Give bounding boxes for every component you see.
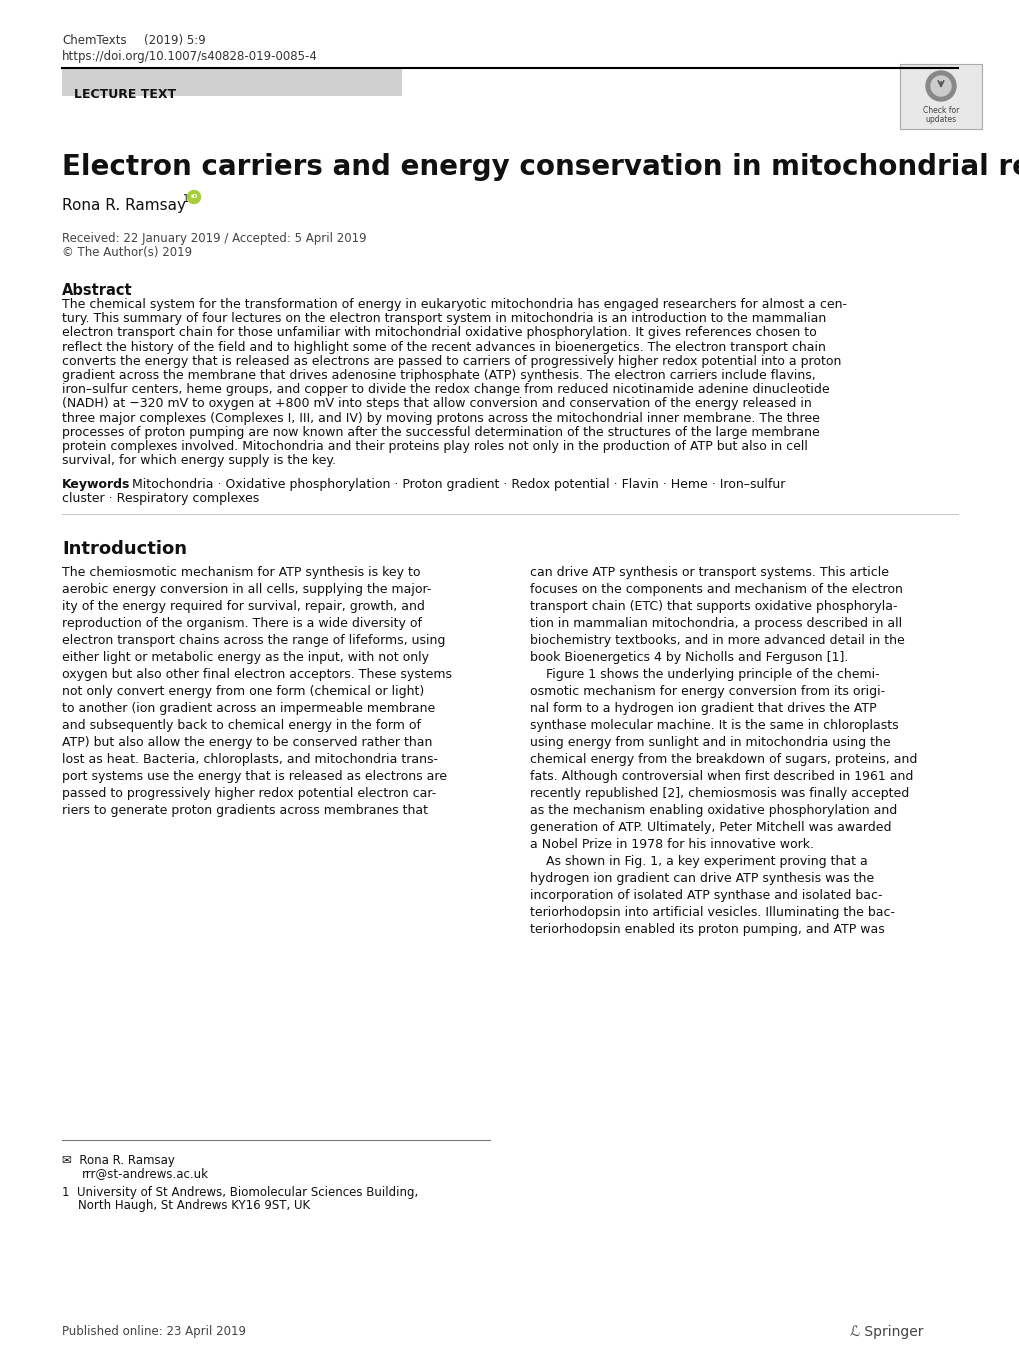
FancyBboxPatch shape: [62, 68, 401, 96]
Text: Published online: 23 April 2019: Published online: 23 April 2019: [62, 1325, 246, 1337]
Text: reflect the history of the field and to highlight some of the recent advances in: reflect the history of the field and to …: [62, 340, 825, 354]
Text: North Haugh, St Andrews KY16 9ST, UK: North Haugh, St Andrews KY16 9ST, UK: [77, 1199, 310, 1211]
Text: teriorhodopsin enabled its proton pumping, and ATP was: teriorhodopsin enabled its proton pumpin…: [530, 923, 883, 936]
Text: focuses on the components and mechanism of the electron: focuses on the components and mechanism …: [530, 584, 902, 596]
Text: using energy from sunlight and in mitochondria using the: using energy from sunlight and in mitoch…: [530, 736, 890, 749]
Text: teriorhodopsin into artificial vesicles. Illuminating the bac-: teriorhodopsin into artificial vesicles.…: [530, 906, 894, 920]
Text: https://doi.org/10.1007/s40828-019-0085-4: https://doi.org/10.1007/s40828-019-0085-…: [62, 50, 318, 62]
Text: electron transport chains across the range of lifeforms, using: electron transport chains across the ran…: [62, 634, 445, 648]
Text: oxygen but also other final electron acceptors. These systems: oxygen but also other final electron acc…: [62, 668, 451, 682]
Text: synthase molecular machine. It is the same in chloroplasts: synthase molecular machine. It is the sa…: [530, 720, 898, 733]
Text: protein complexes involved. Mitochondria and their proteins play roles not only : protein complexes involved. Mitochondria…: [62, 440, 807, 453]
Circle shape: [930, 76, 950, 96]
FancyBboxPatch shape: [899, 64, 981, 129]
Text: cluster · Respiratory complexes: cluster · Respiratory complexes: [62, 492, 259, 505]
Text: LECTURE TEXT: LECTURE TEXT: [74, 88, 176, 102]
Text: generation of ATP. Ultimately, Peter Mitchell was awarded: generation of ATP. Ultimately, Peter Mit…: [530, 821, 891, 835]
Text: ATP) but also allow the energy to be conserved rather than: ATP) but also allow the energy to be con…: [62, 736, 432, 749]
Text: © The Author(s) 2019: © The Author(s) 2019: [62, 247, 192, 259]
Text: tury. This summary of four lectures on the electron transport system in mitochon: tury. This summary of four lectures on t…: [62, 312, 825, 325]
Text: hydrogen ion gradient can drive ATP synthesis was the: hydrogen ion gradient can drive ATP synt…: [530, 873, 873, 885]
Text: as the mechanism enabling oxidative phosphorylation and: as the mechanism enabling oxidative phos…: [530, 805, 897, 817]
Text: and subsequently back to chemical energy in the form of: and subsequently back to chemical energy…: [62, 720, 421, 733]
Text: Abstract: Abstract: [62, 283, 132, 298]
Text: Keywords: Keywords: [62, 478, 130, 492]
Text: iron–sulfur centers, heme groups, and copper to divide the redox change from red: iron–sulfur centers, heme groups, and co…: [62, 383, 828, 396]
Text: Figure 1 shows the underlying principle of the chemi-: Figure 1 shows the underlying principle …: [530, 668, 878, 682]
Text: chemical energy from the breakdown of sugars, proteins, and: chemical energy from the breakdown of su…: [530, 753, 916, 767]
Text: reproduction of the organism. There is a wide diversity of: reproduction of the organism. There is a…: [62, 618, 422, 630]
Text: electron transport chain for those unfamiliar with mitochondrial oxidative phosp: electron transport chain for those unfam…: [62, 327, 816, 339]
Text: three major complexes (Complexes I, III, and IV) by moving protons across the mi: three major complexes (Complexes I, III,…: [62, 412, 819, 424]
Text: lost as heat. Bacteria, chloroplasts, and mitochondria trans-: lost as heat. Bacteria, chloroplasts, an…: [62, 753, 437, 767]
Text: rrr@st-andrews.ac.uk: rrr@st-andrews.ac.uk: [82, 1167, 209, 1180]
Text: recently republished [2], chemiosmosis was finally accepted: recently republished [2], chemiosmosis w…: [530, 787, 908, 801]
Text: Mitochondria · Oxidative phosphorylation · Proton gradient · Redox potential · F: Mitochondria · Oxidative phosphorylation…: [124, 478, 785, 492]
Text: a Nobel Prize in 1978 for his innovative work.: a Nobel Prize in 1978 for his innovative…: [530, 839, 813, 851]
Text: aerobic energy conversion in all cells, supplying the major-: aerobic energy conversion in all cells, …: [62, 584, 431, 596]
Text: incorporation of isolated ATP synthase and isolated bac-: incorporation of isolated ATP synthase a…: [530, 889, 881, 902]
Text: port systems use the energy that is released as electrons are: port systems use the energy that is rele…: [62, 771, 446, 783]
Text: Introduction: Introduction: [62, 541, 186, 558]
Text: Received: 22 January 2019 / Accepted: 5 April 2019: Received: 22 January 2019 / Accepted: 5 …: [62, 232, 366, 245]
Text: not only convert energy from one form (chemical or light): not only convert energy from one form (c…: [62, 686, 424, 698]
Text: transport chain (ETC) that supports oxidative phosphoryla-: transport chain (ETC) that supports oxid…: [530, 600, 897, 614]
Text: osmotic mechanism for energy conversion from its origi-: osmotic mechanism for energy conversion …: [530, 686, 884, 698]
Text: ℒ Springer: ℒ Springer: [849, 1325, 922, 1339]
Text: As shown in Fig. 1, a key experiment proving that a: As shown in Fig. 1, a key experiment pro…: [530, 855, 867, 869]
Text: Electron carriers and energy conservation in mitochondrial respiration: Electron carriers and energy conservatio…: [62, 153, 1019, 182]
Text: can drive ATP synthesis or transport systems. This article: can drive ATP synthesis or transport sys…: [530, 566, 889, 580]
Text: ity of the energy required for survival, repair, growth, and: ity of the energy required for survival,…: [62, 600, 425, 614]
Text: either light or metabolic energy as the input, with not only: either light or metabolic energy as the …: [62, 652, 429, 664]
Text: Check for: Check for: [922, 106, 958, 115]
Text: (2019) 5:9: (2019) 5:9: [144, 34, 206, 47]
Text: nal form to a hydrogen ion gradient that drives the ATP: nal form to a hydrogen ion gradient that…: [530, 702, 875, 715]
Text: processes of proton pumping are now known after the successful determination of : processes of proton pumping are now know…: [62, 425, 819, 439]
Text: Rona R. Ramsay: Rona R. Ramsay: [62, 198, 185, 213]
Text: iD: iD: [191, 195, 198, 199]
Text: The chemical system for the transformation of energy in eukaryotic mitochondria : The chemical system for the transformati…: [62, 298, 846, 312]
Circle shape: [187, 191, 201, 203]
Text: ✉  Rona R. Ramsay: ✉ Rona R. Ramsay: [62, 1154, 174, 1167]
Text: book Bioenergetics 4 by Nicholls and Ferguson [1].: book Bioenergetics 4 by Nicholls and Fer…: [530, 652, 848, 664]
Text: tion in mammalian mitochondria, a process described in all: tion in mammalian mitochondria, a proces…: [530, 618, 901, 630]
Text: gradient across the membrane that drives adenosine triphosphate (ATP) synthesis.: gradient across the membrane that drives…: [62, 369, 815, 382]
Text: biochemistry textbooks, and in more advanced detail in the: biochemistry textbooks, and in more adva…: [530, 634, 904, 648]
Text: fats. Although controversial when first described in 1961 and: fats. Although controversial when first …: [530, 771, 912, 783]
Text: survival, for which energy supply is the key.: survival, for which energy supply is the…: [62, 454, 335, 467]
Text: to another (ion gradient across an impermeable membrane: to another (ion gradient across an imper…: [62, 702, 435, 715]
Text: updates: updates: [924, 115, 956, 125]
Text: converts the energy that is released as electrons are passed to carriers of prog: converts the energy that is released as …: [62, 355, 841, 367]
Circle shape: [925, 70, 955, 102]
Text: riers to generate proton gradients across membranes that: riers to generate proton gradients acros…: [62, 805, 428, 817]
Text: (NADH) at −320 mV to oxygen at +800 mV into steps that allow conversion and cons: (NADH) at −320 mV to oxygen at +800 mV i…: [62, 397, 811, 411]
Text: 1  University of St Andrews, Biomolecular Sciences Building,: 1 University of St Andrews, Biomolecular…: [62, 1186, 418, 1199]
Text: ChemTexts: ChemTexts: [62, 34, 126, 47]
Text: passed to progressively higher redox potential electron car-: passed to progressively higher redox pot…: [62, 787, 436, 801]
Text: 1: 1: [182, 194, 189, 205]
Text: The chemiosmotic mechanism for ATP synthesis is key to: The chemiosmotic mechanism for ATP synth…: [62, 566, 420, 580]
